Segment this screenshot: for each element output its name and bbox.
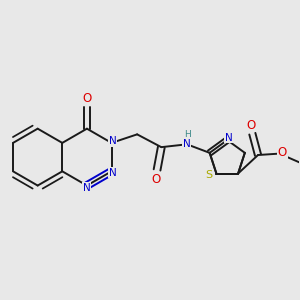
Text: N: N bbox=[109, 136, 117, 146]
Text: O: O bbox=[278, 146, 287, 159]
Text: N: N bbox=[109, 168, 117, 178]
Text: O: O bbox=[246, 119, 256, 132]
Text: N: N bbox=[183, 139, 191, 149]
Text: N: N bbox=[225, 133, 232, 143]
Text: N: N bbox=[83, 183, 91, 193]
Text: H: H bbox=[184, 130, 191, 139]
Text: O: O bbox=[82, 92, 92, 105]
Text: O: O bbox=[151, 172, 160, 185]
Text: S: S bbox=[205, 170, 212, 180]
